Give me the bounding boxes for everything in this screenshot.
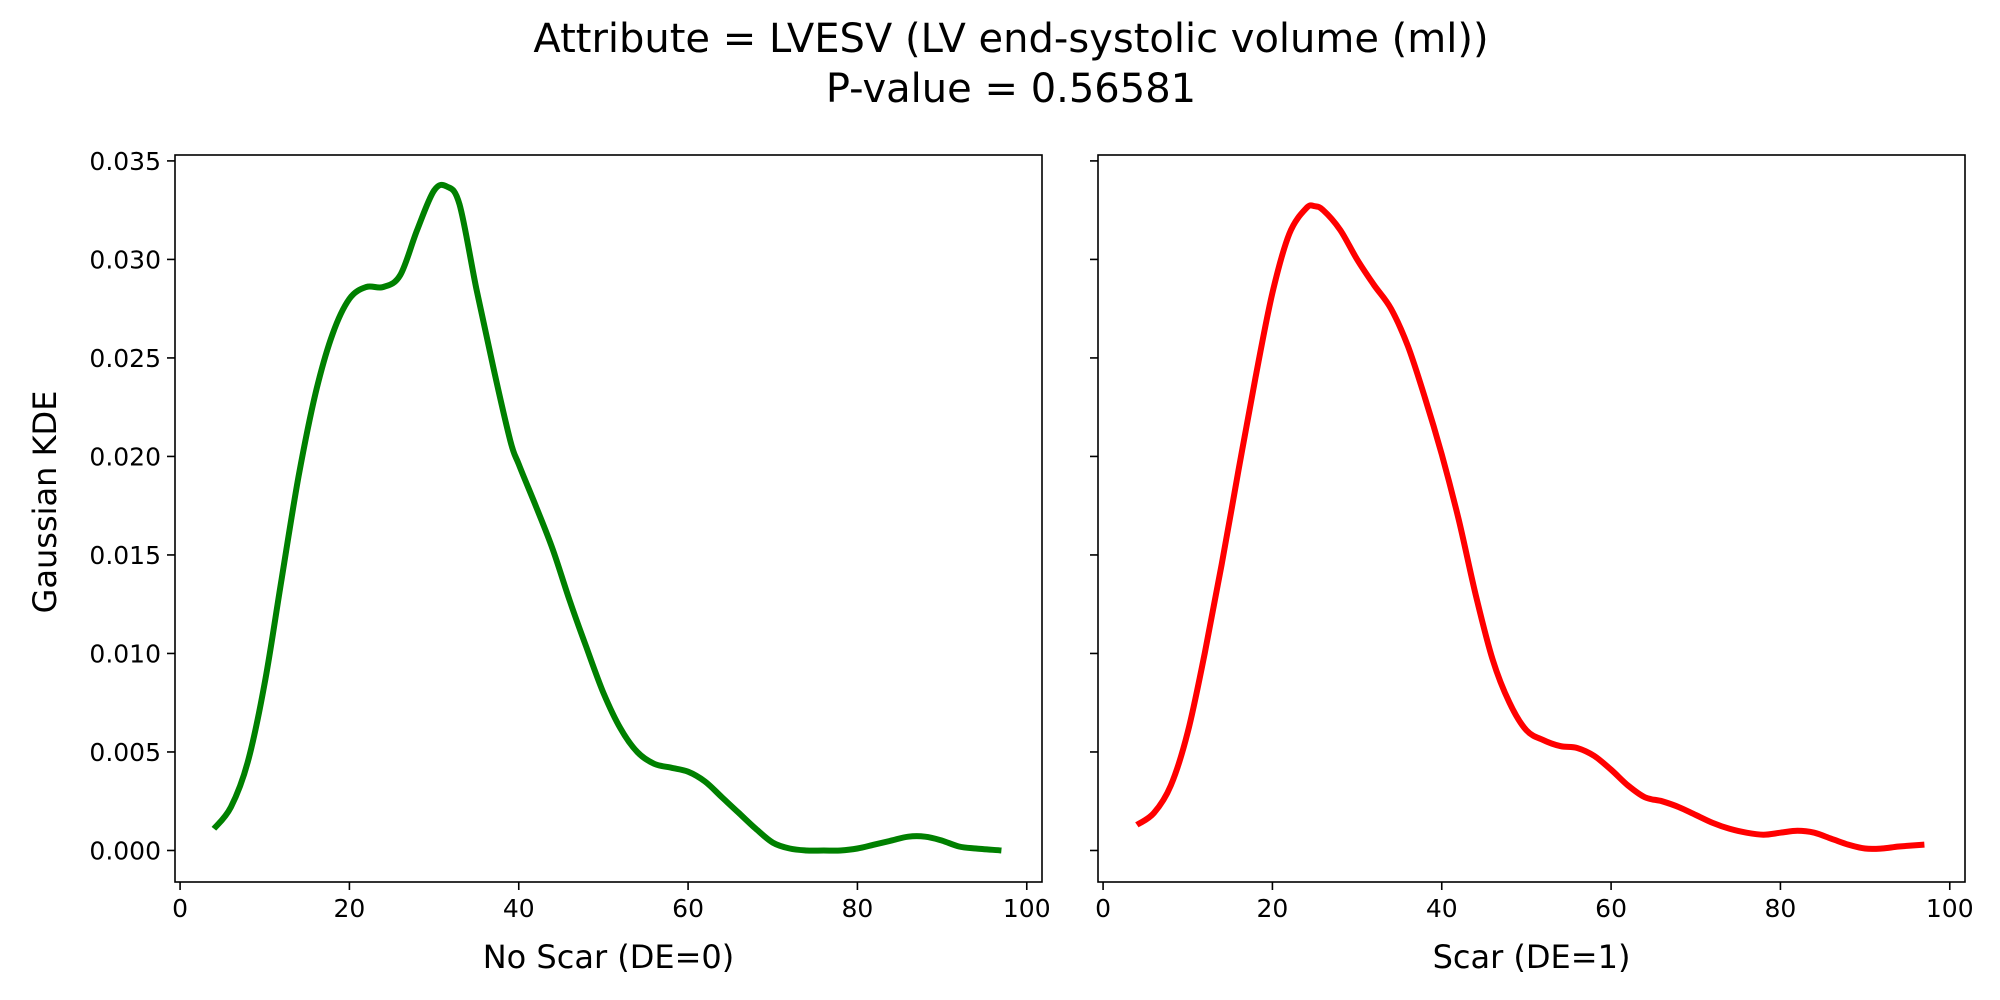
panel-2-x-tick-label: 100 — [1926, 894, 1974, 923]
panel-1-x-tick-label: 80 — [842, 894, 874, 923]
y-tick-label: 0.020 — [89, 442, 161, 471]
panel-1-x-tick-label: 0 — [172, 894, 188, 923]
panel-2-x-tick-label: 0 — [1095, 894, 1111, 923]
panel-1-x-tick-label: 60 — [672, 894, 704, 923]
panel-1-kde-line — [211, 181, 1002, 854]
y-tick-label: 0.035 — [89, 147, 161, 176]
y-tick-label: 0.015 — [89, 541, 161, 570]
panel-2-kde-line — [1135, 202, 1925, 852]
panel-1-x-axis-label: No Scar (DE=0) — [483, 938, 735, 976]
panel-2-x-tick-label: 60 — [1595, 894, 1627, 923]
panels: 0 20 40 60 80 100 0.000 0.005 0.010 0.015 0.020 0.0… — [89, 147, 1973, 976]
figure-title-line-1: Attribute = LVESV (LV end-systolic volum… — [533, 16, 1488, 62]
panel-1-x-tick-label: 100 — [1003, 894, 1051, 923]
panel-2-x-axis-label: Scar (DE=1) — [1433, 938, 1631, 976]
panel-1-x-tick-label: 20 — [334, 894, 366, 923]
y-tick-label: 0.025 — [89, 344, 161, 373]
y-axis-label: Gaussian KDE — [26, 391, 64, 614]
panel-2: 0 20 40 60 80 100 Scar (DE=1) — [1090, 154, 1974, 976]
panel-2-x-tick-label: 80 — [1765, 894, 1797, 923]
figure-title-line-2: P-value = 0.56581 — [826, 66, 1196, 112]
panel-2-x-tick-label: 20 — [1257, 894, 1289, 923]
panel-1-frame — [174, 154, 1043, 883]
y-tick-label: 0.000 — [89, 836, 161, 865]
y-tick-label: 0.010 — [89, 639, 161, 668]
panel-1-x-tick-label: 40 — [503, 894, 535, 923]
panel-2-x-tick-label: 40 — [1426, 894, 1458, 923]
panel-2-frame — [1097, 154, 1966, 883]
y-tick-label: 0.005 — [89, 738, 161, 767]
y-tick-label: 0.030 — [89, 245, 161, 274]
panel-1: 0 20 40 60 80 100 0.000 0.005 0.010 0.015 0.020 0.0… — [89, 147, 1050, 976]
